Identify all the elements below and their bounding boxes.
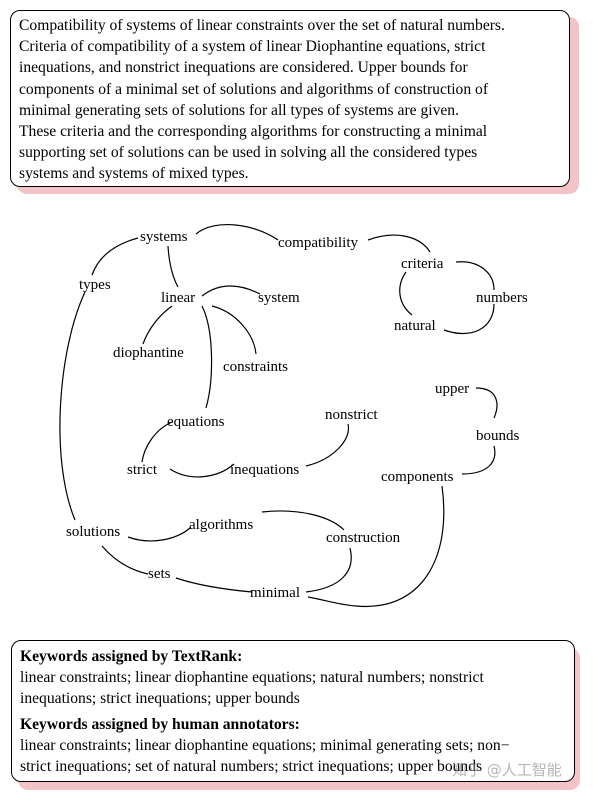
- abstract-line: These criteria and the corresponding alg…: [19, 123, 488, 141]
- edge-linear-equations: [201, 305, 213, 409]
- edge-linear-diophantine: [142, 305, 173, 345]
- edge-systems-types: [91, 237, 139, 276]
- edge-criteria-natural: [399, 271, 413, 316]
- abstract-line: Compatibility of systems of linear const…: [19, 17, 505, 34]
- node-construction: construction: [326, 530, 401, 546]
- human-line: strict inequations; set of natural numbe…: [20, 758, 483, 775]
- human-heading: Keywords assigned by human annotators:: [20, 716, 300, 733]
- node-natural: natural: [394, 318, 436, 334]
- edge-criteria-numbers: [455, 261, 495, 291]
- edge-sets-minimal: [175, 577, 253, 593]
- node-compatibility: compatibility: [278, 235, 358, 251]
- abstract-line: inequations, and nonstrict inequations a…: [19, 59, 468, 77]
- graph-nodes: systems compatibility types criteria lin…: [66, 229, 528, 601]
- edge-linear-system: [201, 285, 261, 297]
- node-system: system: [258, 290, 300, 306]
- node-algorithms: algorithms: [189, 517, 253, 533]
- node-sets: sets: [148, 566, 171, 582]
- node-types: types: [79, 277, 111, 293]
- human-line: linear constraints; linear diophantine e…: [20, 737, 510, 754]
- textrank-line: linear constraints; linear diophantine e…: [20, 669, 484, 686]
- abstract-line: supporting set of solutions can be used …: [19, 144, 478, 162]
- edge-numbers-natural: [443, 303, 495, 335]
- edge-components-minimal: [307, 485, 445, 608]
- node-nonstrict: nonstrict: [325, 407, 378, 423]
- edge-systems-linear: [167, 245, 179, 288]
- edge-solutions-algorithms: [127, 527, 191, 542]
- node-diophantine: diophantine: [113, 345, 184, 361]
- edge-types-solutions: [59, 291, 86, 521]
- node-equations: equations: [167, 414, 225, 430]
- node-linear: linear: [161, 290, 195, 306]
- edge-construction-minimal: [305, 547, 352, 593]
- node-minimal: minimal: [250, 585, 300, 601]
- textrank-heading: Keywords assigned by TextRank:: [20, 648, 243, 665]
- edge-solutions-sets: [101, 545, 149, 575]
- node-constraints: constraints: [223, 359, 288, 375]
- abstract-box: Compatibility of systems of linear const…: [10, 10, 570, 187]
- node-inequations: inequations: [230, 462, 299, 478]
- edge-bounds-components: [461, 445, 496, 475]
- abstract-line: minimal generating sets of solutions for…: [19, 101, 460, 119]
- edge-strict-inequations: [169, 463, 235, 478]
- keywords-box: Keywords assigned by TextRank: linear co…: [11, 640, 575, 782]
- abstract-line: systems and systems of mixed types.: [19, 165, 249, 183]
- node-bounds: bounds: [476, 428, 520, 444]
- edge-inequations-nonstrict: [305, 423, 350, 467]
- textrank-keywords: linear constraints; linear diophantine e…: [20, 667, 566, 709]
- edge-linear-constraints: [211, 305, 257, 355]
- node-numbers: numbers: [476, 290, 528, 306]
- textrank-line: inequations; strict inequations; upper b…: [20, 690, 300, 707]
- human-keywords: linear constraints; linear diophantine e…: [20, 735, 566, 777]
- abstract-line: Criteria of compatibility of a system of…: [19, 38, 486, 56]
- node-criteria: criteria: [401, 256, 444, 272]
- word-graph: systems compatibility types criteria lin…: [59, 223, 528, 608]
- edge-systems-compatibility: [195, 223, 279, 241]
- edge-algorithms-construction: [261, 510, 345, 531]
- node-components: components: [381, 469, 454, 485]
- node-solutions: solutions: [66, 524, 120, 540]
- abstract-line: components of a minimal set of solutions…: [19, 80, 489, 98]
- edge-equations-strict: [141, 421, 173, 463]
- edge-compatibility-criteria: [367, 234, 431, 253]
- node-upper: upper: [435, 381, 469, 397]
- node-systems: systems: [140, 229, 188, 245]
- edge-upper-bounds: [475, 387, 498, 419]
- graph-edges: [59, 223, 498, 608]
- node-strict: strict: [127, 462, 158, 478]
- watermark: 知乎 @人工智能: [452, 761, 562, 779]
